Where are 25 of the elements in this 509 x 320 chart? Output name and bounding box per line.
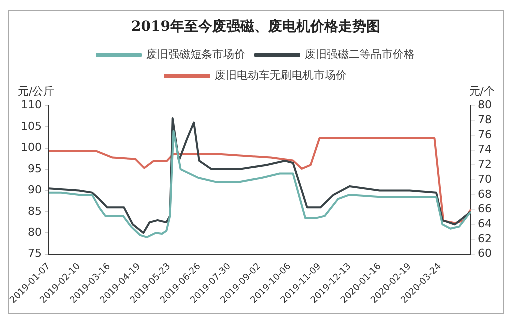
y-tick-label: 80 bbox=[28, 226, 42, 240]
legend-label: 废旧强磁二等品市价格 bbox=[305, 48, 415, 62]
y2-tick-label: 60 bbox=[478, 247, 492, 260]
y-tick-label: 90 bbox=[28, 184, 42, 197]
y2-axis-title: 元/个 bbox=[469, 85, 495, 98]
chart-title: 2019年至今废强磁、废电机价格走势图 bbox=[132, 18, 380, 36]
y-axis-title: 元/公斤 bbox=[18, 85, 55, 98]
y-tick-label: 110 bbox=[20, 98, 42, 112]
y2-tick-label: 70 bbox=[478, 172, 492, 186]
y-tick-label: 100 bbox=[20, 141, 42, 154]
y2-tick-label: 72 bbox=[478, 158, 492, 172]
y-tick-label: 75 bbox=[28, 247, 42, 260]
y2-tick-label: 64 bbox=[478, 218, 492, 231]
legend-label: 废旧电动车无刷电机市场价 bbox=[214, 69, 347, 82]
y-tick-label: 85 bbox=[28, 204, 42, 218]
y2-tick-label: 68 bbox=[478, 188, 492, 201]
y2-tick-label: 80 bbox=[478, 98, 492, 112]
y2-tick-label: 66 bbox=[478, 202, 492, 216]
y2-tick-label: 74 bbox=[478, 143, 492, 156]
y-tick-label: 95 bbox=[28, 162, 42, 176]
y-tick-label: 105 bbox=[20, 120, 42, 133]
y2-tick-label: 76 bbox=[478, 128, 492, 142]
y2-tick-label: 62 bbox=[478, 232, 492, 246]
legend-label: 废旧强磁短条市场价 bbox=[146, 48, 246, 62]
y2-tick-label: 78 bbox=[478, 114, 492, 127]
